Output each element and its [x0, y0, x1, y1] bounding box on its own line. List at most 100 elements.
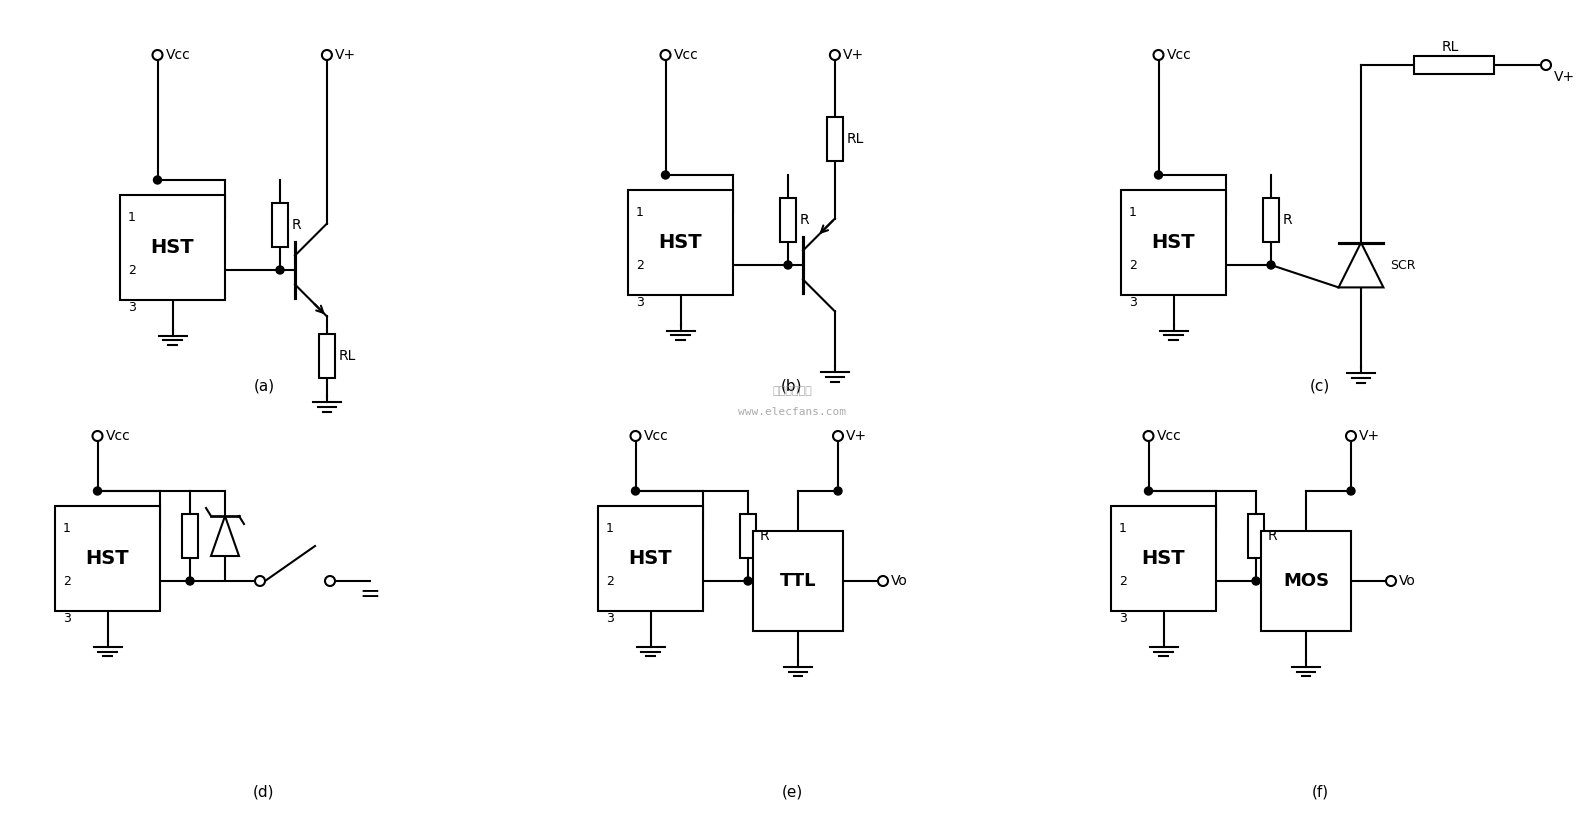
- Text: 2: 2: [637, 259, 643, 272]
- Text: 1: 1: [607, 521, 615, 534]
- Text: 1: 1: [1129, 206, 1137, 219]
- Bar: [779, 198, 797, 242]
- Bar: [1121, 190, 1226, 295]
- Text: Vcc: Vcc: [1156, 429, 1182, 443]
- Text: Vcc: Vcc: [106, 429, 130, 443]
- Circle shape: [835, 487, 843, 495]
- Bar: [120, 195, 225, 300]
- Bar: [752, 531, 843, 631]
- Circle shape: [92, 431, 103, 441]
- Bar: [1248, 514, 1264, 558]
- Text: HST: HST: [1142, 549, 1185, 568]
- Text: HST: HST: [659, 233, 702, 252]
- Polygon shape: [211, 516, 239, 556]
- Text: HST: HST: [86, 549, 130, 568]
- Bar: [740, 514, 756, 558]
- Text: V+: V+: [1554, 70, 1574, 84]
- Text: Vcc: Vcc: [673, 48, 699, 62]
- Text: R: R: [291, 218, 301, 232]
- Bar: [1413, 56, 1494, 74]
- Bar: [55, 506, 160, 611]
- Text: 3: 3: [1129, 295, 1137, 308]
- Text: 2: 2: [1118, 575, 1126, 588]
- Text: MOS: MOS: [1283, 572, 1329, 590]
- Text: (a): (a): [253, 378, 274, 393]
- Circle shape: [830, 50, 840, 60]
- Text: 2: 2: [63, 575, 71, 588]
- Text: R: R: [1269, 529, 1278, 543]
- Text: 1: 1: [637, 206, 643, 219]
- Text: R: R: [800, 213, 809, 227]
- Circle shape: [1153, 50, 1164, 60]
- Circle shape: [632, 487, 640, 495]
- Circle shape: [154, 176, 162, 184]
- Text: 电子发烧友网: 电子发烧友网: [771, 386, 813, 396]
- Circle shape: [1155, 171, 1163, 179]
- Text: (c): (c): [1310, 378, 1331, 393]
- Polygon shape: [1338, 242, 1383, 288]
- Bar: [1110, 506, 1217, 611]
- Text: V+: V+: [334, 48, 356, 62]
- Text: HST: HST: [629, 549, 672, 568]
- Text: (e): (e): [781, 784, 803, 799]
- Bar: [599, 506, 703, 611]
- Circle shape: [1386, 576, 1396, 586]
- Text: www.elecfans.com: www.elecfans.com: [738, 406, 846, 416]
- Text: RL: RL: [1441, 40, 1459, 54]
- Text: 2: 2: [607, 575, 615, 588]
- Circle shape: [662, 171, 670, 179]
- Text: 3: 3: [607, 611, 615, 624]
- Circle shape: [1346, 487, 1354, 495]
- Text: 2: 2: [1129, 259, 1137, 272]
- Text: 3: 3: [128, 301, 136, 314]
- Text: =: =: [360, 582, 380, 606]
- Text: (d): (d): [253, 784, 274, 799]
- Text: Vcc: Vcc: [1166, 48, 1191, 62]
- Circle shape: [1145, 487, 1153, 495]
- Text: R: R: [760, 529, 770, 543]
- Text: 3: 3: [63, 611, 71, 624]
- Text: Vo: Vo: [1399, 574, 1416, 588]
- Circle shape: [1541, 60, 1551, 70]
- Circle shape: [255, 576, 265, 586]
- Text: V+: V+: [843, 48, 863, 62]
- Bar: [272, 203, 288, 247]
- Text: 3: 3: [1118, 611, 1126, 624]
- Circle shape: [1346, 431, 1356, 441]
- Text: RL: RL: [847, 133, 865, 146]
- Text: 1: 1: [63, 521, 71, 534]
- Text: Vo: Vo: [890, 574, 908, 588]
- Circle shape: [322, 50, 333, 60]
- Circle shape: [185, 577, 193, 585]
- Circle shape: [325, 576, 334, 586]
- Text: 3: 3: [637, 295, 643, 308]
- Bar: [827, 117, 843, 161]
- Circle shape: [152, 50, 163, 60]
- Text: R: R: [1283, 213, 1293, 227]
- Circle shape: [661, 50, 670, 60]
- Circle shape: [1251, 577, 1259, 585]
- Text: SCR: SCR: [1391, 259, 1416, 272]
- Circle shape: [784, 261, 792, 269]
- Circle shape: [276, 266, 284, 274]
- Circle shape: [93, 487, 101, 495]
- Circle shape: [833, 431, 843, 441]
- Text: Vcc: Vcc: [643, 429, 668, 443]
- Bar: [627, 190, 733, 295]
- Text: V+: V+: [1359, 429, 1380, 443]
- Circle shape: [630, 431, 640, 441]
- Circle shape: [1267, 261, 1275, 269]
- Text: V+: V+: [846, 429, 866, 443]
- Text: (b): (b): [781, 378, 803, 393]
- Circle shape: [1144, 431, 1153, 441]
- Text: TTL: TTL: [779, 572, 816, 590]
- Bar: [182, 514, 198, 558]
- Bar: [1261, 531, 1351, 631]
- Text: RL: RL: [339, 350, 356, 363]
- Bar: [1262, 198, 1278, 242]
- Text: HST: HST: [150, 238, 195, 257]
- Text: 1: 1: [128, 211, 136, 224]
- Text: (f): (f): [1312, 784, 1329, 799]
- Text: 1: 1: [1118, 521, 1126, 534]
- Text: 2: 2: [128, 263, 136, 276]
